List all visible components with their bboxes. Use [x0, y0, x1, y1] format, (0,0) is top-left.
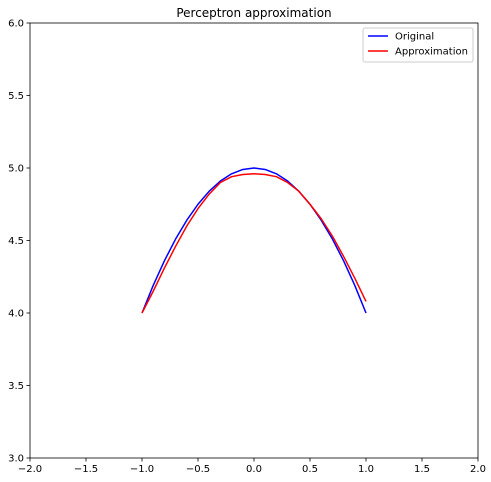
legend-label-original: Original: [395, 32, 434, 43]
series-line-original: [141, 167, 367, 314]
y-tick-label: 5.0: [8, 164, 24, 175]
x-tick-label: −1.0: [130, 464, 154, 475]
y-tick-label: 6.0: [8, 19, 24, 30]
series-line-approximation: [141, 173, 367, 314]
legend: Original Approximation: [362, 27, 474, 63]
plot-background: [30, 23, 478, 458]
y-tick-label: 4.5: [8, 236, 24, 247]
y-axis: 3.0 3.5 4.0 4.5 5.0 5.5 6.0: [8, 19, 30, 465]
x-tick-label: 1.0: [358, 464, 374, 475]
x-tick-label: −0.5: [186, 464, 210, 475]
chart-title: Perceptron approximation: [176, 6, 331, 20]
x-tick-label: 0.5: [302, 464, 318, 475]
plot-area: [29, 22, 479, 459]
legend-label-approximation: Approximation: [395, 47, 468, 58]
x-tick-label: −1.5: [74, 464, 98, 475]
series-layer: [141, 167, 367, 314]
x-tick-label: −2.0: [18, 464, 42, 475]
y-tick-label: 5.5: [8, 91, 24, 102]
y-tick-label: 3.5: [8, 381, 24, 392]
legend-box: [362, 27, 474, 63]
x-tick-label: 2.0: [470, 464, 486, 475]
y-tick-label: 3.0: [8, 454, 24, 465]
x-axis: −2.0 −1.5 −1.0 −0.5 0.0 0.5 1.0 1.5 2.0: [18, 458, 486, 475]
x-tick-label: 1.5: [414, 464, 430, 475]
x-tick-label: 0.0: [246, 464, 262, 475]
y-tick-label: 4.0: [8, 309, 24, 320]
